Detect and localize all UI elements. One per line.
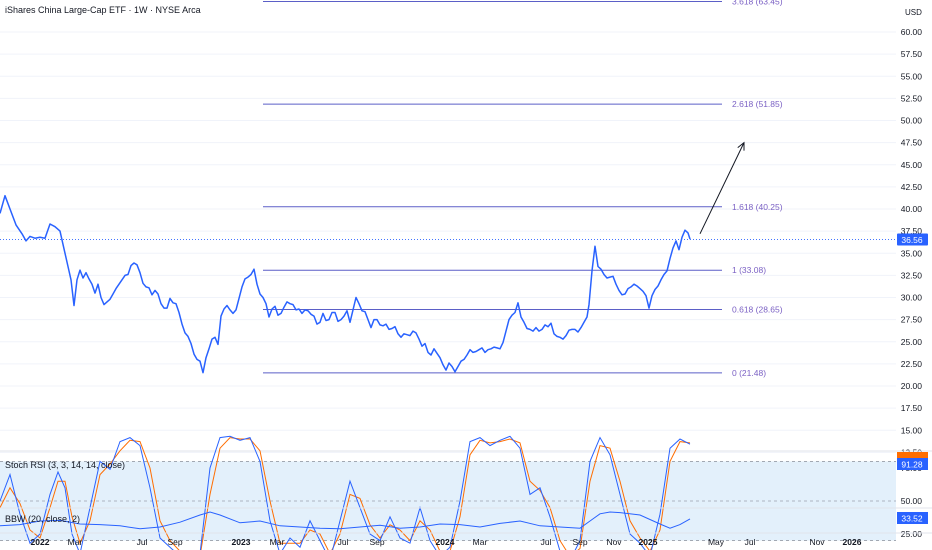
time-tick-label: 2022 [31,537,50,547]
time-tick-label: Mar [68,537,83,547]
arrow-head[interactable] [737,141,745,151]
price-tick-label: 37.50 [901,226,923,236]
price-tick-label: 42.50 [901,182,923,192]
price-tick-label: 45.00 [901,160,923,170]
stoch-tick-label: 25.00 [901,529,923,539]
time-tick-label: 2025 [639,537,658,547]
time-tick-label: Mar [270,537,285,547]
stoch-d-line [0,437,691,550]
price-tick-label: 52.50 [901,93,923,103]
fib-level-label: 0 (21.48) [732,368,766,378]
time-tick-label: Nov [809,537,825,547]
fib-level-label: 2.618 (51.85) [732,99,783,109]
stoch-value-label: 91.28 [901,460,923,470]
time-tick-label: Jul [137,537,148,547]
price-tick-label: 15.00 [901,425,923,435]
time-tick-label: May [708,537,725,547]
fib-level-label: 0.618 (28.65) [732,304,783,314]
chart-title: iShares China Large-Cap ETF · 1W · NYSE … [5,5,201,15]
price-tick-label: 30.00 [901,293,923,303]
price-tick-label: 20.00 [901,381,923,391]
currency-label: USD [905,8,922,17]
price-tick-label: 32.50 [901,270,923,280]
time-tick-label: 2024 [436,537,455,547]
time-tick-label: Mar [473,537,488,547]
price-tick-label: 50.00 [901,116,923,126]
stoch-d-badge [897,452,928,458]
time-tick-label: Jul [745,537,756,547]
stoch-k-badge [897,458,928,470]
price-tick-label: 40.00 [901,204,923,214]
bbw-value-label: 33.52 [901,514,923,524]
bbw-line [0,511,691,530]
time-tick-label: Sep [572,537,587,547]
price-tick-label: 27.50 [901,315,923,325]
last-price-label: 36.56 [901,235,923,245]
fib-level-label: 1 (33.08) [732,265,766,275]
time-tick-label: Sep [167,537,182,547]
bbw-value-badge [897,512,928,524]
price-line [0,194,691,374]
stoch-k-line [0,435,691,550]
price-tick-label: 35.00 [901,248,923,258]
fibonacci-extension[interactable]: 3.618 (63.45) 2.618 (51.85) 1.618 (40.25) 1… [263,0,783,378]
price-tick-label: 55.00 [901,71,923,81]
time-tick-label: Jul [338,537,349,547]
projection-arrow[interactable] [699,141,745,234]
price-tick-label: 17.50 [901,403,923,413]
fib-level-label: 3.618 (63.45) [732,0,783,6]
arrow-shaft[interactable] [699,142,745,234]
time-tick-label: Nov [606,537,622,547]
bbw-label: BBW (20, close, 2) [5,514,80,524]
time-tick-label: 2026 [843,537,862,547]
time-tick-label: Jul [541,537,552,547]
bbw-pane[interactable]: 33.52 BBW (20, close, 2) [0,507,932,530]
time-tick-label: Sep [369,537,384,547]
price-series [0,194,896,374]
price-tick-label: 22.50 [901,359,923,369]
time-axis[interactable]: 2022 Mar Jul Sep 2023 Mar Jul Sep 2024 Mar Jul Sep N… [0,532,932,547]
price-tick-label: 47.50 [901,138,923,148]
stoch-tick-label: 50.00 [901,496,923,506]
grid [0,31,896,453]
last-price-badge [897,233,928,246]
fib-level-label: 1.618 (40.25) [732,202,783,212]
price-tick-label: 25.00 [901,337,923,347]
price-tick-label: 57.50 [901,49,923,59]
stoch-rsi-label: Stoch RSI (3, 3, 14, 14, close) [5,460,125,470]
price-tick-label: 60.00 [901,27,923,37]
time-tick-label: 2023 [232,537,251,547]
